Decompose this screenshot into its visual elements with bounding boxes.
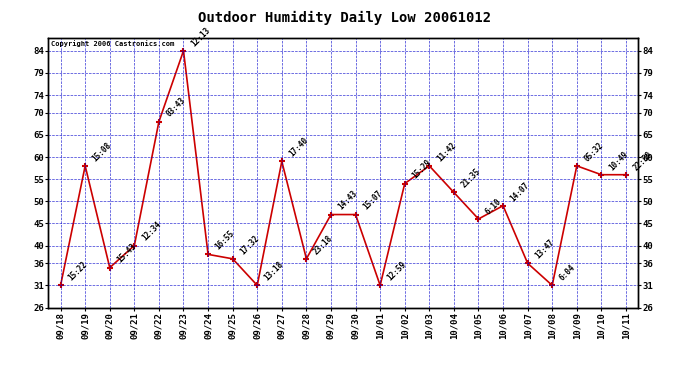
Text: 12:59: 12:59 xyxy=(386,260,408,283)
Text: 21:35: 21:35 xyxy=(460,167,482,190)
Text: 22:59: 22:59 xyxy=(631,149,654,172)
Text: Outdoor Humidity Daily Low 20061012: Outdoor Humidity Daily Low 20061012 xyxy=(199,11,491,26)
Text: 6:04: 6:04 xyxy=(558,263,578,283)
Text: 11:42: 11:42 xyxy=(435,140,457,163)
Text: 16:55: 16:55 xyxy=(214,229,237,252)
Text: 10:49: 10:49 xyxy=(607,149,630,172)
Text: 17:32: 17:32 xyxy=(238,233,261,256)
Text: 6:10: 6:10 xyxy=(484,197,504,216)
Text: 03:43: 03:43 xyxy=(164,96,187,119)
Text: 15:07: 15:07 xyxy=(361,189,384,212)
Text: Copyright 2006 Castronics.com: Copyright 2006 Castronics.com xyxy=(51,40,175,47)
Text: 15:29: 15:29 xyxy=(411,158,433,181)
Text: 15:43: 15:43 xyxy=(115,242,138,265)
Text: 12:13: 12:13 xyxy=(189,25,212,48)
Text: 15:08: 15:08 xyxy=(90,140,113,163)
Text: 13:47: 13:47 xyxy=(533,238,556,261)
Text: 14:07: 14:07 xyxy=(509,180,531,203)
Text: 23:18: 23:18 xyxy=(312,233,335,256)
Text: 17:40: 17:40 xyxy=(287,136,310,159)
Text: 15:22: 15:22 xyxy=(66,260,89,283)
Text: 05:32: 05:32 xyxy=(582,140,605,163)
Text: 12:34: 12:34 xyxy=(140,220,163,243)
Text: 14:43: 14:43 xyxy=(337,189,359,212)
Text: 13:18: 13:18 xyxy=(263,260,286,283)
